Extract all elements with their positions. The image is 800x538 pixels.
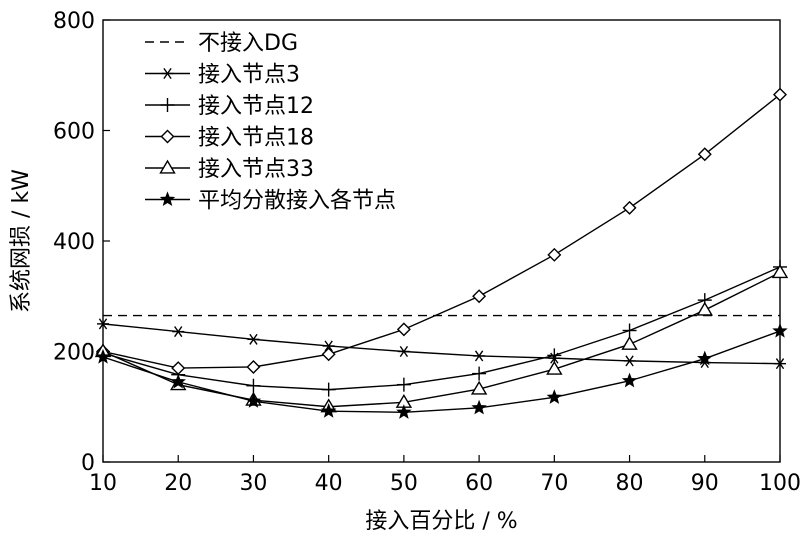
data-point	[547, 348, 562, 363]
legend-label: 接入节点3	[198, 63, 300, 88]
x-axis-title: 接入百分比 / %	[365, 509, 517, 534]
legend-label: 接入节点18	[198, 126, 314, 151]
legend-label: 不接入DG	[198, 31, 298, 56]
data-point	[771, 264, 789, 279]
data-point	[470, 380, 488, 395]
data-point	[621, 335, 638, 350]
series-2	[97, 318, 786, 370]
x-axis: 10 20 30 40 50 60 70 80 90 100	[89, 455, 800, 496]
x-tick-label: 80	[616, 471, 644, 496]
data-point	[697, 147, 712, 162]
data-point	[320, 403, 337, 418]
data-point	[159, 191, 176, 207]
y-tick-label: 200	[53, 341, 95, 366]
y-tick-label: 400	[53, 230, 95, 255]
data-point	[623, 355, 636, 367]
data-point	[322, 340, 335, 352]
data-point	[622, 200, 637, 215]
x-tick-label: 20	[164, 471, 192, 496]
data-point	[246, 359, 261, 374]
data-point	[546, 389, 563, 404]
y-axis: 0 200 400 600 800	[53, 9, 110, 476]
data-point	[321, 347, 336, 362]
y-tick-label: 600	[53, 120, 95, 145]
series-line	[102, 323, 781, 365]
data-point	[161, 67, 174, 80]
data-point	[172, 326, 185, 338]
data-point	[246, 378, 261, 393]
x-tick-label: 60	[465, 471, 493, 496]
data-point	[697, 350, 713, 366]
legend-item: 平均分散接入各节点	[145, 189, 396, 214]
x-tick-label: 90	[691, 471, 719, 496]
legend-label: 接入节点33	[198, 157, 314, 182]
data-point	[97, 318, 109, 330]
y-axis-title: 系统网损 / kW	[9, 169, 34, 313]
series-6	[95, 322, 788, 419]
data-point	[160, 129, 175, 144]
data-point	[245, 393, 262, 408]
data-point	[471, 399, 487, 415]
series-line	[102, 330, 781, 413]
x-tick-label: 100	[759, 471, 800, 496]
data-point	[472, 289, 487, 304]
data-point	[622, 323, 637, 338]
legend-label: 接入节点12	[198, 94, 314, 119]
data-point	[773, 87, 787, 102]
legend: 不接入DG 接入节点3 接入节点12 接入节点18 接入节点33 平均分散接入各节点	[145, 31, 396, 214]
series-line	[102, 271, 781, 408]
legend-label: 平均分散接入各节点	[198, 189, 396, 214]
data-point	[472, 366, 487, 381]
data-point	[247, 333, 260, 345]
x-tick-label: 70	[540, 471, 568, 496]
x-tick-label: 10	[89, 471, 117, 496]
y-tick-label: 0	[81, 451, 95, 476]
data-point	[772, 322, 788, 338]
data-point	[170, 373, 186, 389]
data-point	[774, 358, 786, 370]
data-point	[396, 322, 411, 337]
data-point	[397, 345, 410, 358]
series-line	[102, 266, 781, 391]
data-point	[621, 372, 638, 388]
legend-item: 不接入DG	[145, 31, 298, 56]
data-point	[473, 350, 486, 362]
x-tick-label: 50	[390, 471, 418, 496]
data-point	[171, 361, 186, 376]
data-point	[547, 247, 562, 262]
legend-item: 接入节点12	[145, 94, 314, 119]
data-point	[396, 404, 412, 419]
legend-item: 接入节点18	[145, 126, 314, 151]
series-5	[94, 264, 789, 413]
legend-item: 接入节点3	[145, 63, 300, 88]
legend-item: 接入节点33	[145, 157, 314, 182]
series-layer	[94, 87, 789, 419]
data-point	[321, 382, 336, 397]
series-line	[102, 94, 781, 369]
data-point	[95, 348, 111, 364]
series-3	[96, 259, 787, 397]
y-tick-label: 800	[53, 9, 95, 34]
data-point	[160, 98, 175, 112]
data-point	[546, 360, 563, 375]
data-point	[396, 377, 411, 392]
x-tick-label: 30	[239, 471, 267, 496]
data-point	[159, 159, 176, 174]
x-tick-label: 40	[315, 471, 343, 496]
data-point	[696, 301, 714, 316]
